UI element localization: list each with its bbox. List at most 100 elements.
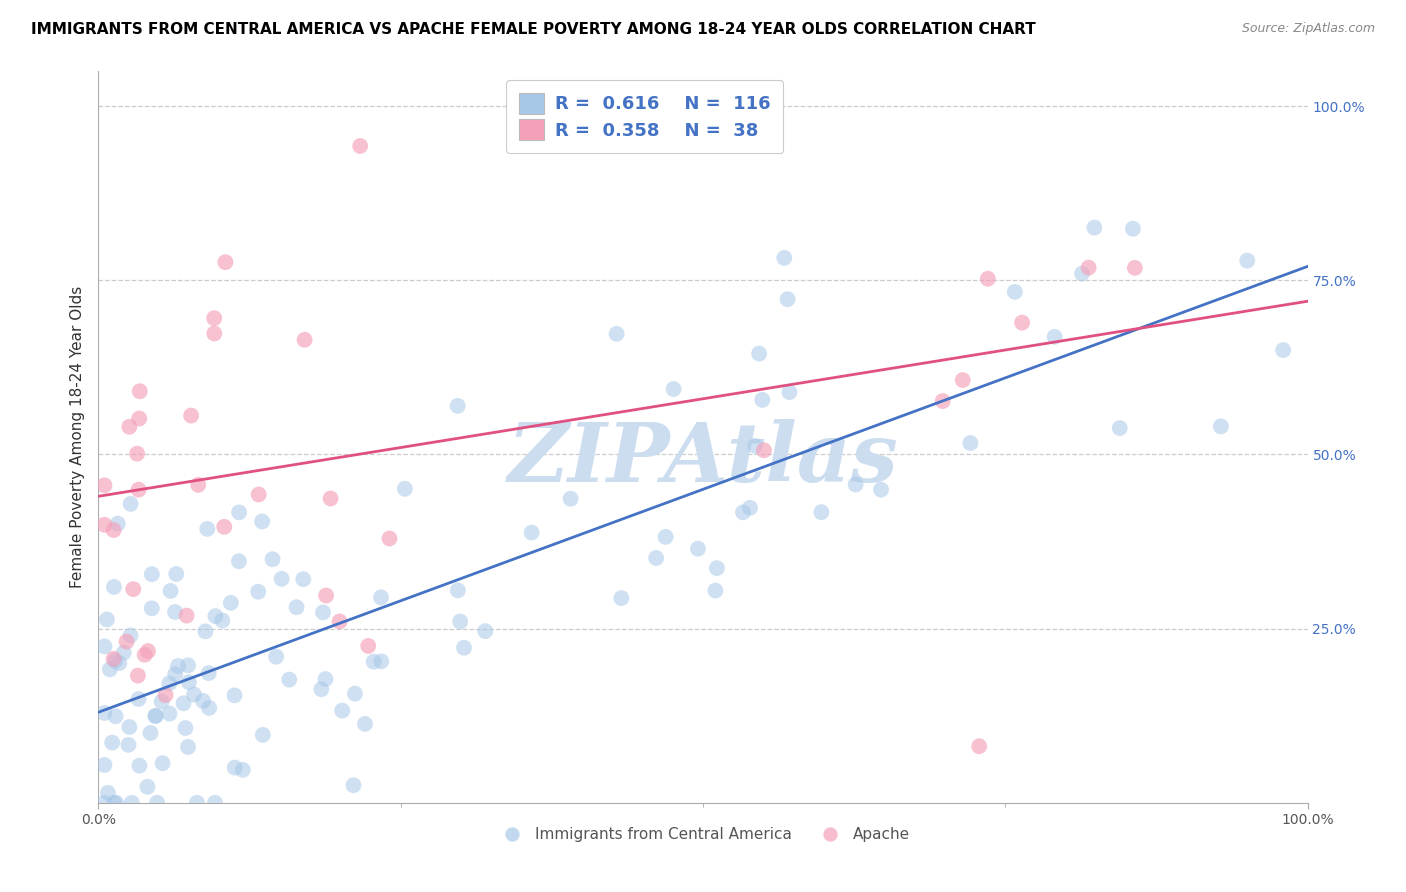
Point: [314, 672, 336, 686]
Point: [449, 615, 471, 629]
Point: [197, 666, 219, 681]
Point: [228, 554, 250, 568]
Point: [232, 763, 254, 777]
Point: [686, 541, 709, 556]
Point: [453, 640, 475, 655]
Point: [112, 646, 135, 660]
Point: [312, 606, 335, 620]
Point: [738, 500, 761, 515]
Point: [152, 756, 174, 771]
Point: [104, 654, 127, 668]
Point: [127, 447, 149, 461]
Point: [117, 738, 139, 752]
Point: [228, 505, 250, 519]
Point: [342, 778, 364, 792]
Point: [176, 608, 198, 623]
Point: [128, 758, 150, 772]
Point: [211, 614, 233, 628]
Point: [183, 688, 205, 702]
Point: [107, 516, 129, 531]
Point: [520, 525, 543, 540]
Point: [103, 523, 125, 537]
Point: [977, 271, 1000, 285]
Point: [706, 561, 728, 575]
Point: [93, 796, 115, 810]
Point: [354, 717, 377, 731]
Point: [662, 382, 685, 396]
Point: [141, 567, 163, 582]
Point: [204, 609, 226, 624]
Point: [560, 491, 582, 506]
Point: [128, 692, 150, 706]
Point: [97, 786, 120, 800]
Point: [357, 639, 380, 653]
Point: [120, 628, 142, 642]
Point: [247, 487, 270, 501]
Point: [292, 572, 315, 586]
Point: [1043, 330, 1066, 344]
Point: [128, 411, 150, 425]
Point: [294, 333, 316, 347]
Point: [186, 796, 208, 810]
Point: [1083, 220, 1105, 235]
Point: [810, 505, 832, 519]
Point: [270, 572, 292, 586]
Point: [146, 796, 169, 810]
Y-axis label: Female Poverty Among 18-24 Year Olds: Female Poverty Among 18-24 Year Olds: [69, 286, 84, 588]
Point: [150, 694, 173, 708]
Point: [870, 483, 893, 497]
Point: [202, 311, 225, 326]
Point: [606, 326, 628, 341]
Point: [122, 582, 145, 596]
Point: [845, 477, 868, 491]
Point: [93, 478, 115, 492]
Point: [177, 739, 200, 754]
Point: [311, 682, 333, 697]
Point: [1209, 419, 1232, 434]
Point: [776, 292, 799, 306]
Point: [93, 706, 115, 720]
Point: [224, 689, 246, 703]
Point: [195, 522, 218, 536]
Point: [247, 584, 270, 599]
Point: [285, 600, 308, 615]
Point: [103, 652, 125, 666]
Point: [1004, 285, 1026, 299]
Point: [118, 720, 141, 734]
Point: [103, 580, 125, 594]
Point: [610, 591, 633, 605]
Point: [645, 551, 668, 566]
Point: [654, 530, 676, 544]
Point: [1122, 221, 1144, 235]
Point: [191, 694, 214, 708]
Point: [744, 439, 766, 453]
Point: [187, 478, 209, 492]
Point: [159, 583, 181, 598]
Point: [349, 139, 371, 153]
Point: [118, 419, 141, 434]
Point: [1272, 343, 1295, 358]
Point: [128, 483, 150, 497]
Point: [105, 796, 128, 810]
Point: [159, 706, 181, 721]
Point: [93, 758, 115, 772]
Point: [104, 709, 127, 723]
Point: [103, 796, 125, 810]
Point: [93, 640, 115, 654]
Point: [224, 761, 246, 775]
Text: ZIPAtlas: ZIPAtlas: [508, 419, 898, 499]
Point: [363, 655, 385, 669]
Point: [136, 644, 159, 658]
Point: [180, 409, 202, 423]
Point: [143, 709, 166, 723]
Point: [93, 517, 115, 532]
Point: [751, 392, 773, 407]
Point: [214, 255, 236, 269]
Point: [128, 384, 150, 399]
Point: [194, 624, 217, 639]
Point: [704, 583, 727, 598]
Point: [1011, 316, 1033, 330]
Point: [1236, 253, 1258, 268]
Point: [447, 583, 470, 598]
Point: [252, 728, 274, 742]
